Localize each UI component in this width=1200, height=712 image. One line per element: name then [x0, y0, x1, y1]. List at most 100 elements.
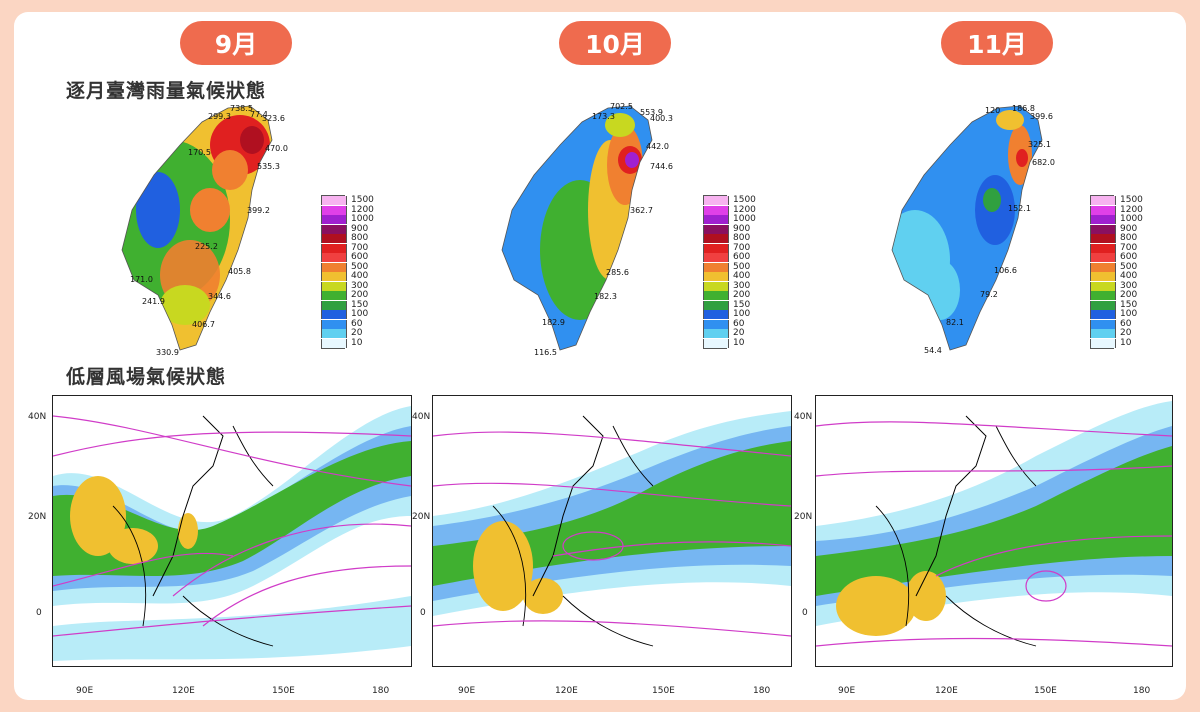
lon-tick-label: 120E: [555, 686, 578, 696]
station-label: 325.1: [1028, 140, 1051, 149]
month-pill-sep: 9月: [180, 21, 292, 65]
station-label: 116.5: [534, 348, 557, 357]
legend-swatch: [703, 224, 729, 234]
legend-label: 200: [1120, 290, 1138, 300]
legend-label: 600: [351, 252, 369, 262]
legend-label: 1000: [733, 214, 756, 224]
station-label: 225.2: [195, 242, 218, 251]
station-label: 362.7: [630, 206, 653, 215]
station-label: 241.9: [142, 297, 165, 306]
legend-label: 500: [1120, 261, 1138, 272]
legend-label: 150: [733, 299, 751, 310]
legend-swatch: [703, 291, 729, 300]
lon-tick-label: 90E: [458, 686, 476, 696]
legend-swatch: [703, 205, 729, 215]
legend-swatch: [321, 319, 347, 329]
rain-legend-nov: 1500 1200 1000 900 800 700 600 500 400 300 200 150 1…: [1090, 195, 1143, 349]
legend-label: 200: [351, 290, 369, 300]
station-label: 182.3: [594, 292, 617, 301]
station-label: 442.0: [646, 142, 669, 151]
legend-swatch: [703, 196, 729, 205]
legend-swatch: [703, 215, 729, 224]
legend-label: 400: [351, 271, 369, 281]
legend-swatch: [1090, 338, 1116, 348]
legend-swatch: [1090, 300, 1116, 310]
legend-label: 10: [733, 337, 745, 348]
station-label: 106.6: [994, 266, 1017, 275]
station-label: 299.3: [208, 112, 231, 121]
station-label: 470.0: [265, 144, 288, 153]
legend-label: 100: [351, 309, 369, 319]
legend-swatch: [321, 281, 347, 291]
legend-label: 1500: [351, 195, 374, 205]
station-label: 399.2: [247, 206, 270, 215]
legend-swatch: [1090, 329, 1116, 338]
rain-map-oct: 702.5 553.9 173.3 400.3 442.0 744.6 362.…: [490, 100, 690, 360]
legend-swatch: [1090, 215, 1116, 224]
legend-label: 1000: [1120, 214, 1143, 224]
lat-tick-label: 40N: [28, 412, 47, 422]
legend-label: 800: [733, 233, 751, 243]
station-label: 330.9: [156, 348, 179, 357]
legend-label: 60: [351, 318, 363, 329]
legend-swatch: [703, 329, 729, 338]
legend-swatch: [1090, 281, 1116, 291]
lat-tick-label: 20N: [794, 512, 813, 522]
legend-label: 800: [1120, 233, 1138, 243]
lon-tick-label: 180: [753, 686, 771, 696]
legend-swatch: [321, 253, 347, 262]
lat-tick-label: 40N: [412, 412, 431, 422]
legend-swatch: [321, 196, 347, 205]
rain-legend-sep: 1500 1200 1000 900 800 700 600 500 400 300 200 150 1…: [321, 195, 374, 349]
station-label: 400.3: [650, 114, 673, 123]
legend-label: 600: [733, 252, 751, 262]
legend-label: 900: [733, 223, 751, 234]
station-label: 120: [985, 106, 1001, 115]
legend-label: 100: [733, 309, 751, 319]
legend-label: 300: [733, 280, 751, 291]
station-label: 535.3: [257, 162, 280, 171]
legend-label: 1500: [1120, 195, 1143, 205]
legend-label: 1000: [351, 214, 374, 224]
lon-tick-label: 90E: [76, 686, 94, 696]
lon-tick-label: 120E: [172, 686, 195, 696]
station-label: 406.7: [192, 320, 215, 329]
legend-swatch: [321, 234, 347, 243]
legend-swatch: [1090, 205, 1116, 215]
legend-label: 20: [1120, 328, 1132, 338]
legend-label: 1200: [351, 204, 374, 215]
legend-label: 10: [1120, 337, 1132, 348]
legend-swatch: [1090, 253, 1116, 262]
legend-swatch: [321, 205, 347, 215]
lon-tick-label: 90E: [838, 686, 856, 696]
legend-label: 200: [733, 290, 751, 300]
legend-swatch: [1090, 319, 1116, 329]
legend-swatch: [703, 234, 729, 243]
legend-swatch: [703, 281, 729, 291]
rain-map-nov: 120 186.8 399.6 325.1 682.0 152.1 106.6 …: [880, 100, 1080, 360]
legend-swatch: [321, 310, 347, 319]
lat-tick-label: 20N: [412, 512, 431, 522]
station-label: 77.4: [250, 110, 268, 119]
station-label: 186.8: [1012, 104, 1035, 113]
legend-swatch: [1090, 234, 1116, 243]
station-label: 738.5: [230, 104, 253, 113]
lat-tick-label: 0: [420, 608, 426, 618]
legend-swatch: [321, 338, 347, 348]
legend-label: 800: [351, 233, 369, 243]
legend-label: 400: [733, 271, 751, 281]
legend-swatch: [321, 329, 347, 338]
legend-label: 600: [1120, 252, 1138, 262]
month-pill-oct: 10月: [559, 21, 671, 65]
legend-swatch: [1090, 272, 1116, 281]
wind-map-oct: [432, 395, 792, 667]
station-label: 744.6: [650, 162, 673, 171]
legend-label: 20: [733, 328, 745, 338]
month-pill-nov: 11月: [941, 21, 1053, 65]
legend-label: 700: [1120, 242, 1138, 253]
station-label: 405.8: [228, 267, 251, 276]
legend-label: 1500: [733, 195, 756, 205]
legend-swatch: [1090, 224, 1116, 234]
legend-swatch: [703, 262, 729, 272]
lat-tick-label: 0: [802, 608, 808, 618]
